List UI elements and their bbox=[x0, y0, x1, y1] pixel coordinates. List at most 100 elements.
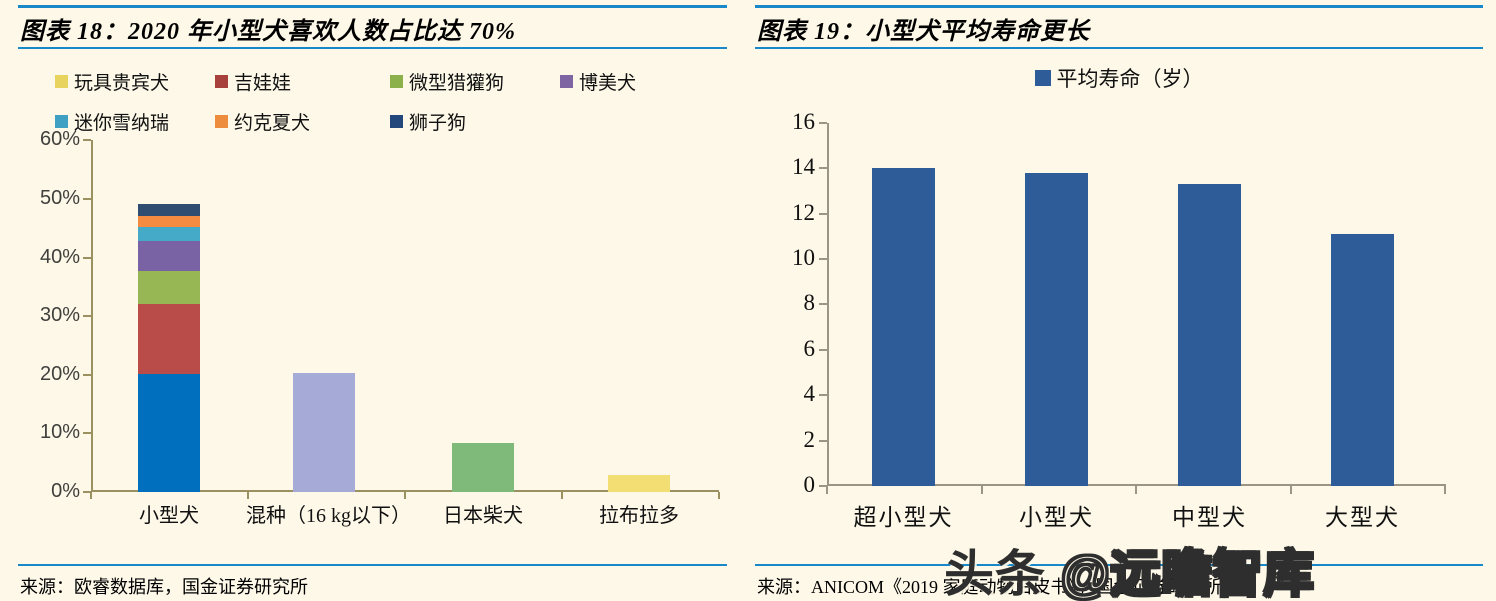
legend-label: 微型猎獾狗 bbox=[409, 73, 505, 94]
fig18-legend-item: 迷你雪纳瑞 bbox=[55, 108, 215, 135]
fig18-bottom-rule bbox=[18, 564, 727, 566]
y-tick bbox=[819, 485, 827, 487]
bar-日本柴犬 bbox=[452, 442, 514, 492]
x-category-label: 拉布拉多 bbox=[599, 505, 679, 527]
y-tick bbox=[819, 303, 827, 306]
y-tick-label: 6 bbox=[803, 335, 816, 361]
legend-swatch-icon bbox=[560, 75, 573, 88]
y-tick-label: 60% bbox=[39, 128, 80, 151]
legend-swatch-icon bbox=[390, 75, 403, 88]
bar-中型犬 bbox=[1178, 184, 1241, 486]
fig18-title: 图表 18：2020 年小型犬喜欢人数占比达 70% bbox=[20, 19, 516, 45]
legend-swatch-icon bbox=[215, 115, 228, 128]
stacked-bar-segment-博美犬 bbox=[138, 240, 200, 272]
legend-label: 狮子狗 bbox=[409, 113, 467, 134]
fig18-source: 来源：欧睿数据库，国金证券研究所 bbox=[20, 577, 308, 597]
y-tick-label: 50% bbox=[39, 187, 80, 209]
y-axis-line bbox=[827, 122, 829, 486]
y-tick-label: 8 bbox=[803, 290, 816, 316]
y-tick bbox=[83, 373, 91, 376]
x-tick bbox=[1444, 486, 1446, 494]
x-category-label: 小型犬 bbox=[139, 505, 199, 527]
x-category-label: 中型犬 bbox=[1172, 505, 1247, 530]
watermark-brand: @远瞻智库 bbox=[1060, 545, 1315, 601]
fig19-bottom-rule bbox=[755, 564, 1483, 566]
stacked-bar-segment-微型猎獾狗 bbox=[138, 271, 200, 304]
x-tick bbox=[826, 486, 828, 494]
y-tick-label: 10 bbox=[792, 245, 815, 271]
fig19-panel: 图表 19：小型犬平均寿命更长 平均寿命（岁） 0 2 4 6 8 10 12 14 16 超小型… bbox=[755, 0, 1483, 601]
y-tick-label: 2 bbox=[803, 426, 816, 452]
y-tick-label: 10% bbox=[39, 421, 80, 444]
y-tick bbox=[819, 439, 827, 442]
fig18-legend-item: 约克夏犬 bbox=[215, 108, 390, 135]
y-tick-label: 14 bbox=[792, 154, 815, 180]
x-category-label: 小型犬 bbox=[1019, 505, 1094, 530]
fig18-panel: 图表 18：2020 年小型犬喜欢人数占比达 70% 玩具贵宾犬 吉娃娃 微型猎獾狗… bbox=[18, 0, 727, 601]
stacked-bar-segment-约克夏犬 bbox=[138, 215, 200, 228]
y-tick bbox=[83, 315, 91, 318]
y-tick bbox=[83, 198, 91, 200]
x-tick bbox=[980, 486, 983, 494]
stacked-bar-segment-吉娃娃 bbox=[138, 303, 200, 375]
x-tick bbox=[1289, 486, 1292, 494]
bar-拉布拉多 bbox=[608, 475, 670, 492]
legend-label: 博美犬 bbox=[579, 73, 637, 94]
x-category-label: 混种（16 kg以下） bbox=[246, 505, 411, 527]
y-tick bbox=[819, 167, 827, 170]
legend-swatch-icon bbox=[55, 75, 68, 88]
y-axis-line bbox=[91, 140, 93, 492]
x-category-label: 大型犬 bbox=[1325, 505, 1400, 530]
fig18-legend-item: 吉娃娃 bbox=[215, 68, 390, 95]
fig19-top-rule bbox=[755, 5, 1483, 8]
y-tick-label: 20% bbox=[39, 362, 80, 385]
y-tick bbox=[83, 432, 91, 435]
y-tick bbox=[83, 256, 91, 259]
fig19-title: 图表 19：小型犬平均寿命更长 bbox=[757, 19, 1090, 45]
legend-label: 迷你雪纳瑞 bbox=[74, 113, 170, 134]
x-category-label: 超小型犬 bbox=[853, 505, 954, 530]
y-tick-label: 12 bbox=[792, 199, 815, 225]
fig18-legend-item: 玩具贵宾犬 bbox=[55, 68, 215, 95]
y-tick-label: 30% bbox=[39, 304, 80, 327]
watermark-headline: 头条 bbox=[944, 546, 1061, 601]
legend-label: 约克夏犬 bbox=[234, 113, 311, 134]
y-tick bbox=[819, 394, 827, 397]
x-tick bbox=[90, 492, 92, 499]
fig18-legend: 玩具贵宾犬 吉娃娃 微型猎獾狗 博美犬迷你雪纳瑞 约克夏犬 狮子狗 bbox=[55, 68, 636, 135]
x-tick bbox=[1135, 486, 1137, 494]
x-tick bbox=[247, 492, 249, 499]
x-tick bbox=[404, 492, 406, 499]
y-tick bbox=[819, 121, 827, 124]
legend-swatch-icon bbox=[215, 75, 228, 88]
y-tick-label: 16 bbox=[792, 108, 815, 134]
legend-label: 玩具贵宾犬 bbox=[74, 73, 170, 94]
fig18-legend-item: 博美犬 bbox=[560, 68, 636, 95]
legend-swatch-icon bbox=[55, 115, 68, 128]
legend-swatch-icon bbox=[390, 115, 403, 128]
x-tick bbox=[718, 492, 720, 499]
bar-混种（16 kg以下） bbox=[293, 373, 355, 492]
fig19-legend-label: 平均寿命（岁） bbox=[1056, 67, 1204, 91]
x-tick bbox=[561, 492, 563, 499]
y-tick bbox=[819, 348, 827, 351]
bar-大型犬 bbox=[1331, 234, 1394, 486]
y-tick bbox=[83, 491, 91, 493]
x-axis-line bbox=[827, 484, 1446, 486]
fig19-legend: 平均寿命（岁） bbox=[755, 63, 1483, 93]
fig19-plot: 0 2 4 6 8 10 12 14 16 超小型犬 小型犬 中型犬 大型犬 bbox=[755, 0, 1483, 601]
fig18-plot: 0% 10% 20% 30% 40% 50% 60% 小型犬 混种（16 kg以下） 日本柴犬 拉布… bbox=[18, 0, 727, 601]
fig18-legend-item: 狮子狗 bbox=[390, 108, 560, 135]
legend-label: 吉娃娃 bbox=[234, 73, 292, 94]
stacked-bar-segment-玩具贵宾犬 bbox=[138, 374, 200, 492]
fig19-legend-swatch-icon bbox=[1034, 70, 1051, 86]
stacked-bar-segment-迷你雪纳瑞 bbox=[138, 227, 200, 241]
x-axis-line bbox=[91, 490, 719, 492]
bar-超小型犬 bbox=[872, 168, 935, 486]
y-tick-label: 0% bbox=[51, 480, 80, 502]
y-tick-label: 0 bbox=[803, 472, 816, 497]
stacked-bar-segment-狮子狗 bbox=[138, 203, 200, 216]
bar-小型犬 bbox=[1025, 172, 1088, 486]
y-tick-label: 40% bbox=[39, 245, 80, 268]
